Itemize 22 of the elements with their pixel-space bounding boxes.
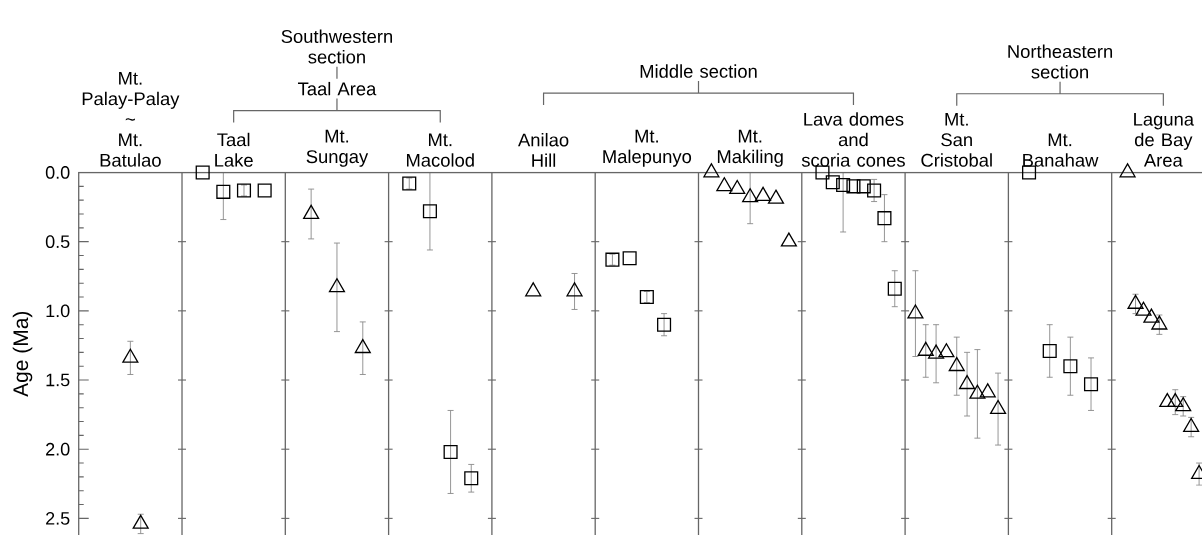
- y-axis-title: Age (Ma): [12, 311, 33, 397]
- x-tick-label: Lava domes and scoria cones: [801, 112, 905, 167]
- x-tick-label: Mt. Makiling: [717, 129, 783, 167]
- text: Northeastern section: [1008, 44, 1113, 79]
- y-tick-label: 1.0: [46, 304, 70, 318]
- x-tick-label: Taal Lake: [215, 132, 253, 167]
- x-tick-label: Mt. Palay-Palay ~ Mt. Batulao: [82, 71, 180, 167]
- y-tick-label: 1.5: [46, 373, 70, 387]
- text: Middle section: [640, 64, 757, 78]
- y-tick-label: 2.5: [46, 512, 70, 525]
- x-tick-label: Anilao Hill: [518, 132, 569, 167]
- text: Southwestern section: [281, 29, 392, 64]
- x-tick-label: Mt. Sungay: [306, 129, 369, 167]
- x-tick-label: Laguna de Bay Area: [1134, 112, 1195, 167]
- y-tick-label: 0.0: [45, 166, 70, 179]
- x-tick-label: Mt. Banahaw: [1023, 133, 1099, 167]
- x-tick-label: Mt. Malepunyo: [603, 129, 692, 167]
- y-tick-label: 2.0: [46, 442, 70, 456]
- text: Taal Area: [297, 81, 377, 96]
- y-tick-label: 0.5: [45, 235, 70, 249]
- x-tick-label: Mt. Macolod: [406, 133, 474, 167]
- x-tick-label: Mt. San Cristobal: [921, 112, 992, 167]
